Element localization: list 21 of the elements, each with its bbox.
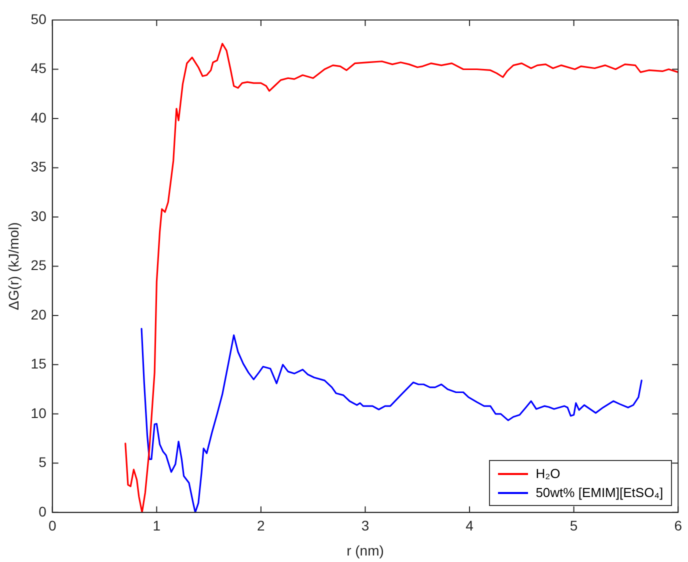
y-tick-label: 25 bbox=[30, 257, 47, 274]
y-tick-label: 0 bbox=[38, 503, 47, 520]
y-axis-title: ΔG(r) (kJ/mol) bbox=[5, 222, 22, 310]
y-tick-label: 10 bbox=[30, 404, 47, 421]
x-tick-label: 2 bbox=[257, 518, 266, 534]
y-tick-label: 45 bbox=[30, 60, 47, 76]
x-axis-title: r (nm) bbox=[346, 542, 384, 558]
x-tick-label: 4 bbox=[466, 518, 474, 534]
y-tick-label: 40 bbox=[30, 109, 47, 126]
y-tick-label: 50 bbox=[30, 10, 47, 27]
y-tick-label: 5 bbox=[38, 454, 47, 470]
x-tick-label: 1 bbox=[152, 518, 161, 534]
x-tick-label: 5 bbox=[570, 518, 578, 534]
y-tick-label: 35 bbox=[30, 158, 47, 175]
legend-label: H₂O bbox=[536, 466, 560, 482]
y-tick-label: 15 bbox=[30, 356, 47, 372]
x-tick-label: 6 bbox=[674, 518, 682, 534]
legend-label: 50wt% [EMIM][EtSO₄] bbox=[536, 485, 664, 500]
y-tick-label: 20 bbox=[30, 306, 47, 322]
y-tick-label: 30 bbox=[30, 208, 47, 224]
x-tick-label: 3 bbox=[361, 518, 370, 534]
